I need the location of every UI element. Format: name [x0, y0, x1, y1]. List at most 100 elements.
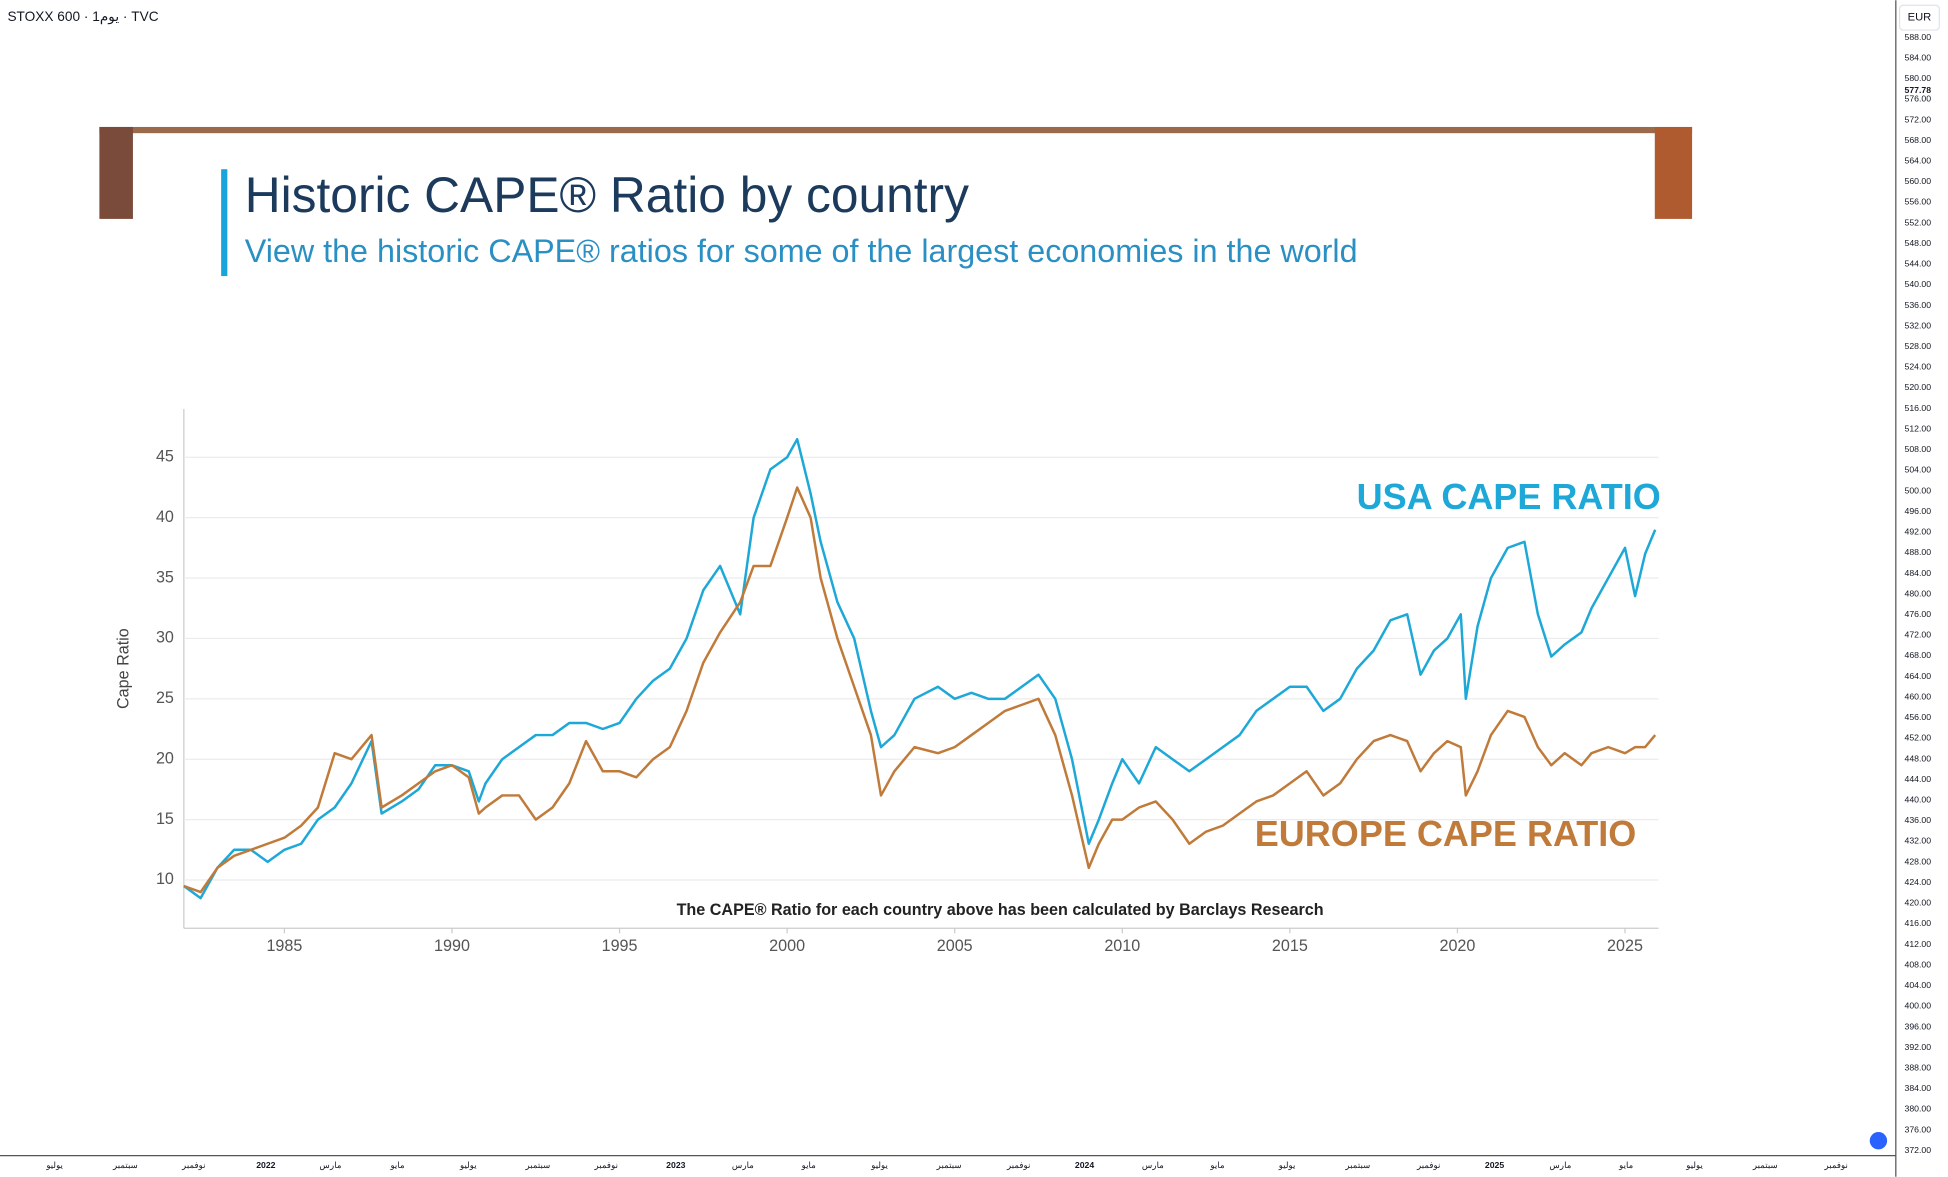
price-label: 408.00: [1905, 959, 1932, 969]
chart-subtitle: View the historic CAPE® ratios for some …: [245, 233, 1358, 269]
logo-button[interactable]: [1867, 1129, 1890, 1152]
time-label: سبتمبر: [1752, 1160, 1778, 1171]
x-tick-label: 2020: [1439, 937, 1475, 955]
price-label: 540.00: [1905, 279, 1932, 289]
price-label: 480.00: [1905, 588, 1932, 598]
price-label: 544.00: [1905, 259, 1932, 269]
price-label: 500.00: [1905, 485, 1932, 495]
series-line: [183, 486, 1657, 894]
x-tick-label: 2025: [1607, 937, 1643, 955]
price-label: 536.00: [1905, 300, 1932, 310]
time-label: سبتمبر: [936, 1160, 962, 1171]
y-tick-label: 30: [156, 629, 174, 647]
price-label: 472.00: [1905, 630, 1932, 640]
price-label: 380.00: [1905, 1104, 1932, 1114]
price-label: 492.00: [1905, 527, 1932, 537]
price-label: 376.00: [1905, 1124, 1932, 1134]
chart-note: The CAPE® Ratio for each country above h…: [677, 901, 1324, 919]
x-tick-label: 1990: [434, 937, 470, 955]
price-label: 556.00: [1905, 197, 1932, 207]
price-label: 564.00: [1905, 155, 1932, 165]
currency-button[interactable]: [1898, 4, 1940, 31]
x-tick-label: 2015: [1272, 937, 1308, 955]
price-label: 560.00: [1905, 176, 1932, 186]
time-label: نوفمبر: [1416, 1160, 1441, 1171]
price-label: 392.00: [1905, 1042, 1932, 1052]
price-label: 532.00: [1905, 320, 1932, 330]
title-bar: [221, 169, 228, 277]
price-label: 548.00: [1905, 238, 1932, 248]
price-label: 388.00: [1905, 1063, 1932, 1073]
x-tick-label: 2005: [937, 937, 973, 955]
price-label: 476.00: [1905, 609, 1932, 619]
price-label: 400.00: [1905, 1001, 1932, 1011]
price-label: 496.00: [1905, 506, 1932, 516]
price-label: 468.00: [1905, 650, 1932, 660]
price-label: 580.00: [1905, 73, 1932, 83]
time-label: 2023: [666, 1160, 685, 1170]
time-label: سبتمبر: [524, 1160, 550, 1171]
price-label: 464.00: [1905, 671, 1932, 681]
time-label: يوليو: [45, 1160, 63, 1171]
time-label: نوفمبر: [594, 1160, 619, 1171]
series-label: USA CAPE RATIO: [1357, 476, 1661, 517]
time-label: يوليو: [459, 1160, 477, 1171]
banner-right: [1654, 126, 1693, 219]
y-tick-label: 45: [156, 448, 174, 466]
price-label: 440.00: [1905, 795, 1932, 805]
time-label: سبتمبر: [1344, 1160, 1370, 1171]
banner-left: [99, 126, 133, 219]
time-label: مايو: [1209, 1160, 1225, 1171]
chart-title: Historic CAPE® Ratio by country: [245, 167, 969, 223]
price-label: 416.00: [1905, 918, 1932, 928]
banner-strip: [99, 126, 1693, 134]
price-label: 444.00: [1905, 774, 1932, 784]
price-label: 456.00: [1905, 712, 1932, 722]
time-label: سبتمبر: [112, 1160, 138, 1171]
price-label: 520.00: [1905, 382, 1932, 392]
x-tick-label: 1995: [602, 937, 638, 955]
time-label: يوليو: [1278, 1160, 1296, 1171]
price-label: 552.00: [1905, 217, 1932, 227]
price-label: 424.00: [1905, 877, 1932, 887]
y-tick-label: 35: [156, 568, 174, 586]
time-label: 2024: [1075, 1160, 1094, 1170]
x-tick-label: 2010: [1104, 937, 1140, 955]
price-label: 412.00: [1905, 939, 1932, 949]
time-label: مارس: [1549, 1160, 1571, 1171]
price-label: 420.00: [1905, 898, 1932, 908]
price-label: 572.00: [1905, 114, 1932, 124]
time-label: 2022: [256, 1160, 275, 1170]
price-label: 516.00: [1905, 403, 1932, 413]
price-label: 384.00: [1905, 1083, 1932, 1093]
last-price: 577.78: [1905, 85, 1932, 95]
price-label: 588.00: [1905, 32, 1932, 42]
y-axis-label: Cape Ratio: [115, 628, 133, 709]
x-tick-label: 2000: [769, 937, 805, 955]
price-label: 488.00: [1905, 547, 1932, 557]
x-tick-label: 1985: [266, 937, 302, 955]
price-label: 584.00: [1905, 52, 1932, 62]
time-label: يوليو: [1685, 1160, 1703, 1171]
time-label: مايو: [801, 1160, 817, 1171]
time-label: يوليو: [870, 1160, 888, 1171]
time-label: مايو: [389, 1160, 405, 1171]
price-label: 372.00: [1905, 1145, 1932, 1155]
price-label: 512.00: [1905, 423, 1932, 433]
price-label: 460.00: [1905, 691, 1932, 701]
price-label: 428.00: [1905, 856, 1932, 866]
symbol-header[interactable]: STOXX 600 · 1يوم · TVC: [7, 9, 158, 25]
series-label: EUROPE CAPE RATIO: [1255, 813, 1637, 854]
time-label: مارس: [732, 1160, 754, 1171]
y-tick-label: 25: [156, 689, 174, 707]
y-tick-label: 10: [156, 870, 174, 888]
time-label: نوفمبر: [1823, 1160, 1847, 1171]
price-label: 528.00: [1905, 341, 1932, 351]
price-label: 432.00: [1905, 836, 1932, 846]
price-label: 436.00: [1905, 815, 1932, 825]
y-tick-label: 20: [156, 749, 174, 767]
time-label: مايو: [1618, 1160, 1634, 1171]
currency-label[interactable]: EUR: [1908, 12, 1932, 24]
